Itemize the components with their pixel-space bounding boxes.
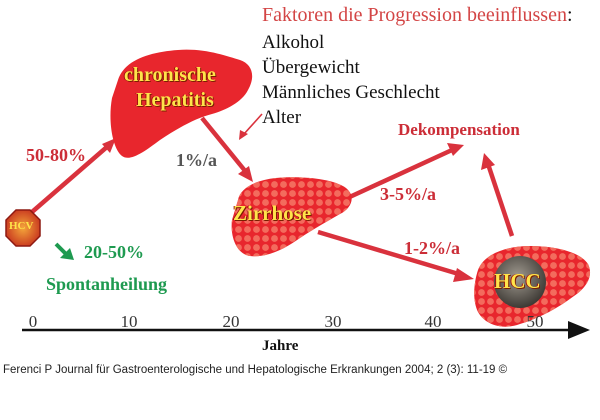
axis-tick: 20	[222, 312, 240, 331]
factor-item: Übergewicht	[262, 57, 360, 78]
factor-item: Alkohol	[262, 32, 325, 53]
chronic-hepatitis-label-line2: Hepatitis	[136, 89, 214, 111]
rate-cirrhosis-to-hcc: 1-2%/a	[404, 238, 460, 258]
arrow-spontaneous	[54, 242, 74, 260]
factors-title: Faktoren die Progression beeinflussen:	[262, 4, 573, 26]
axis-tick: 10	[120, 312, 138, 331]
source-caption: Ferenci P Journal für Gastroenterologisc…	[3, 364, 508, 376]
hcc-label: HCC	[494, 269, 541, 293]
rate-spontaneous: 20-50%	[84, 242, 144, 262]
arrow-cirrhosis-to-hcc	[317, 229, 474, 282]
axis-tick: 0	[28, 312, 38, 331]
spontaneous-healing-label: Spontanheilung	[46, 274, 168, 294]
factor-item: Alter	[262, 107, 302, 128]
factors-list: Alkohol Übergewicht Männliches Geschlech…	[262, 30, 440, 130]
liver-cirrhosis	[231, 177, 352, 257]
arrow-chronic-to-cirrhosis	[200, 116, 253, 182]
arrow-hcv-to-chronic	[30, 138, 116, 214]
axis-tick: 40	[424, 312, 442, 331]
rate-cirrhosis-to-decomp: 3-5%/a	[380, 184, 436, 204]
rate-to-chronic: 50-80%	[26, 145, 86, 165]
hcv-label: HCV	[9, 220, 34, 232]
rate-chronic-to-cirrhosis: 1%/a	[176, 150, 218, 170]
liver-chronic-hepatitis	[110, 49, 253, 158]
chronic-hepatitis-label-line1: chronische	[124, 64, 216, 86]
cirrhosis-label: Zirrhose	[233, 201, 312, 225]
arrow-hcc-to-decomp	[481, 153, 515, 237]
hcc-tumor	[494, 256, 546, 308]
hcv-virus-icon	[5, 209, 41, 247]
arrow-factors-to-chronic	[239, 113, 263, 140]
axis-label: Jahre	[262, 338, 299, 354]
axis-tick: 30	[324, 312, 342, 331]
time-axis	[22, 321, 590, 339]
liver-hcc	[474, 246, 591, 327]
factor-item: Männliches Geschlecht	[262, 82, 440, 103]
decompensation-label: Dekompensation	[398, 120, 520, 139]
axis-tick: 50	[526, 312, 544, 331]
